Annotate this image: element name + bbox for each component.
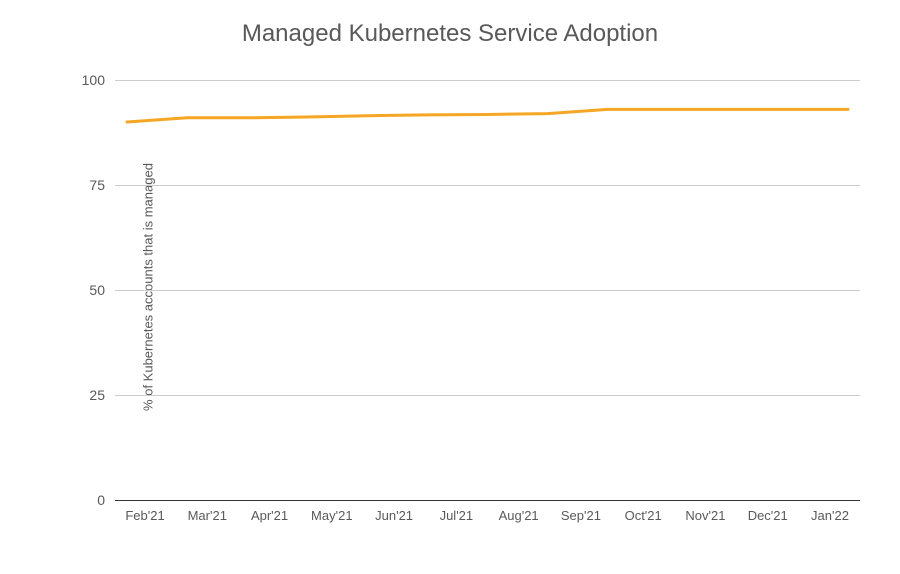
- gridline: [115, 395, 860, 396]
- x-tick-label: May'21: [311, 508, 353, 523]
- x-tick-label: Nov'21: [685, 508, 725, 523]
- x-tick-label: Feb'21: [125, 508, 164, 523]
- plot-area: 0255075100Feb'21Mar'21Apr'21May'21Jun'21…: [115, 80, 860, 500]
- x-tick-label: Mar'21: [188, 508, 227, 523]
- y-tick-label: 75: [89, 177, 105, 193]
- gridline: [115, 185, 860, 186]
- gridline: [115, 80, 860, 81]
- gridline: [115, 500, 860, 501]
- x-tick-label: Jul'21: [440, 508, 474, 523]
- chart-container: Managed Kubernetes Service Adoption % of…: [0, 0, 900, 574]
- y-tick-label: 100: [82, 72, 105, 88]
- x-tick-label: Jun'21: [375, 508, 413, 523]
- x-tick-label: Apr'21: [251, 508, 288, 523]
- y-tick-label: 50: [89, 282, 105, 298]
- y-tick-label: 0: [97, 492, 105, 508]
- x-tick-label: Oct'21: [625, 508, 662, 523]
- chart-title: Managed Kubernetes Service Adoption: [0, 20, 900, 48]
- x-tick-label: Aug'21: [499, 508, 539, 523]
- x-tick-label: Sep'21: [561, 508, 601, 523]
- gridline: [115, 290, 860, 291]
- y-tick-label: 25: [89, 387, 105, 403]
- x-tick-label: Dec'21: [748, 508, 788, 523]
- x-tick-label: Jan'22: [811, 508, 849, 523]
- data-line: [127, 109, 848, 122]
